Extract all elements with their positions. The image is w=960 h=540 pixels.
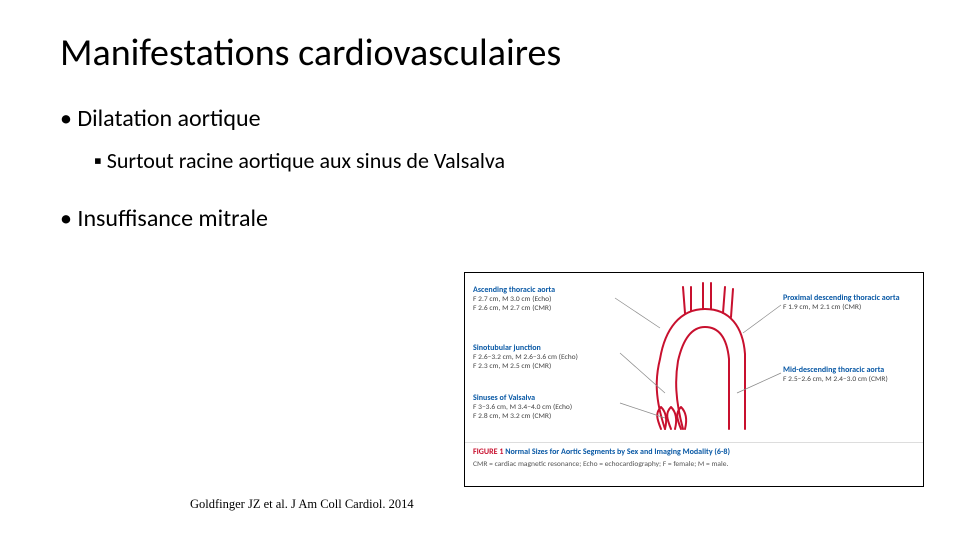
figure-diagram-area: Ascending thoracic aorta F 2.7 cm, M 3.0… [465, 273, 923, 441]
figure-caption-sub: CMR = cardiac magnetic resonance; Echo =… [473, 460, 915, 470]
figure-caption: FIGURE 1 Normal Sizes for Aortic Segment… [465, 442, 923, 486]
figure-normal-aortic-sizes: Ascending thoracic aorta F 2.7 cm, M 3.0… [464, 272, 924, 487]
anno-mid-desc-title: Mid-descending thoracic aorta [783, 365, 918, 375]
anno-sov-title: Sinuses of Valsalva [473, 393, 623, 403]
anno-sov-l2: F 2.8 cm, M 3.2 cm (CMR) [473, 412, 551, 421]
anno-stj-l2: F 2.3 cm, M 2.5 cm (CMR) [473, 362, 551, 371]
anno-stj-title: Sinotubular junction [473, 343, 623, 353]
anno-sov: Sinuses of Valsalva F 3–3.6 cm, M 3.4–4.… [473, 393, 623, 422]
anno-ascending-l1: F 2.7 cm, M 3.0 cm (Echo) [473, 295, 551, 304]
page-title: Manifestations cardiovasculaires [60, 30, 900, 76]
anno-mid-desc-l1: F 2.5–2.6 cm, M 2.4–3.0 cm (CMR) [783, 375, 888, 384]
anno-ascending-l2: F 2.6 cm, M 2.7 cm (CMR) [473, 304, 551, 313]
anno-stj-l1: F 2.6–3.2 cm, M 2.6–3.6 cm (Echo) [473, 353, 578, 362]
anno-stj: Sinotubular junction F 2.6–3.2 cm, M 2.6… [473, 343, 623, 372]
anno-mid-desc: Mid-descending thoracic aorta F 2.5–2.6 … [783, 365, 918, 384]
bullet-valsalva: Surtout racine aortique aux sinus de Val… [94, 147, 900, 174]
figure-caption-title: Normal Sizes for Aortic Segments by Sex … [505, 447, 730, 457]
bullet-dilatation: Dilatation aortique [60, 104, 900, 133]
anno-prox-desc-l1: F 1.9 cm, M 2.1 cm (CMR) [783, 303, 861, 312]
citation-text: Goldfinger JZ et al. J Am Coll Cardiol. … [190, 497, 414, 512]
anno-ascending-title: Ascending thoracic aorta [473, 285, 613, 295]
anno-sov-l1: F 3–3.6 cm, M 3.4–4.0 cm (Echo) [473, 403, 572, 412]
anno-prox-desc: Proximal descending thoracic aorta F 1.9… [783, 293, 915, 312]
figure-caption-label: FIGURE 1 [473, 447, 503, 457]
anno-prox-desc-title: Proximal descending thoracic aorta [783, 293, 915, 303]
bullet-mitrale: Insuffisance mitrale [60, 204, 900, 233]
anno-ascending: Ascending thoracic aorta F 2.7 cm, M 3.0… [473, 285, 613, 314]
aorta-outline-icon [625, 279, 775, 439]
